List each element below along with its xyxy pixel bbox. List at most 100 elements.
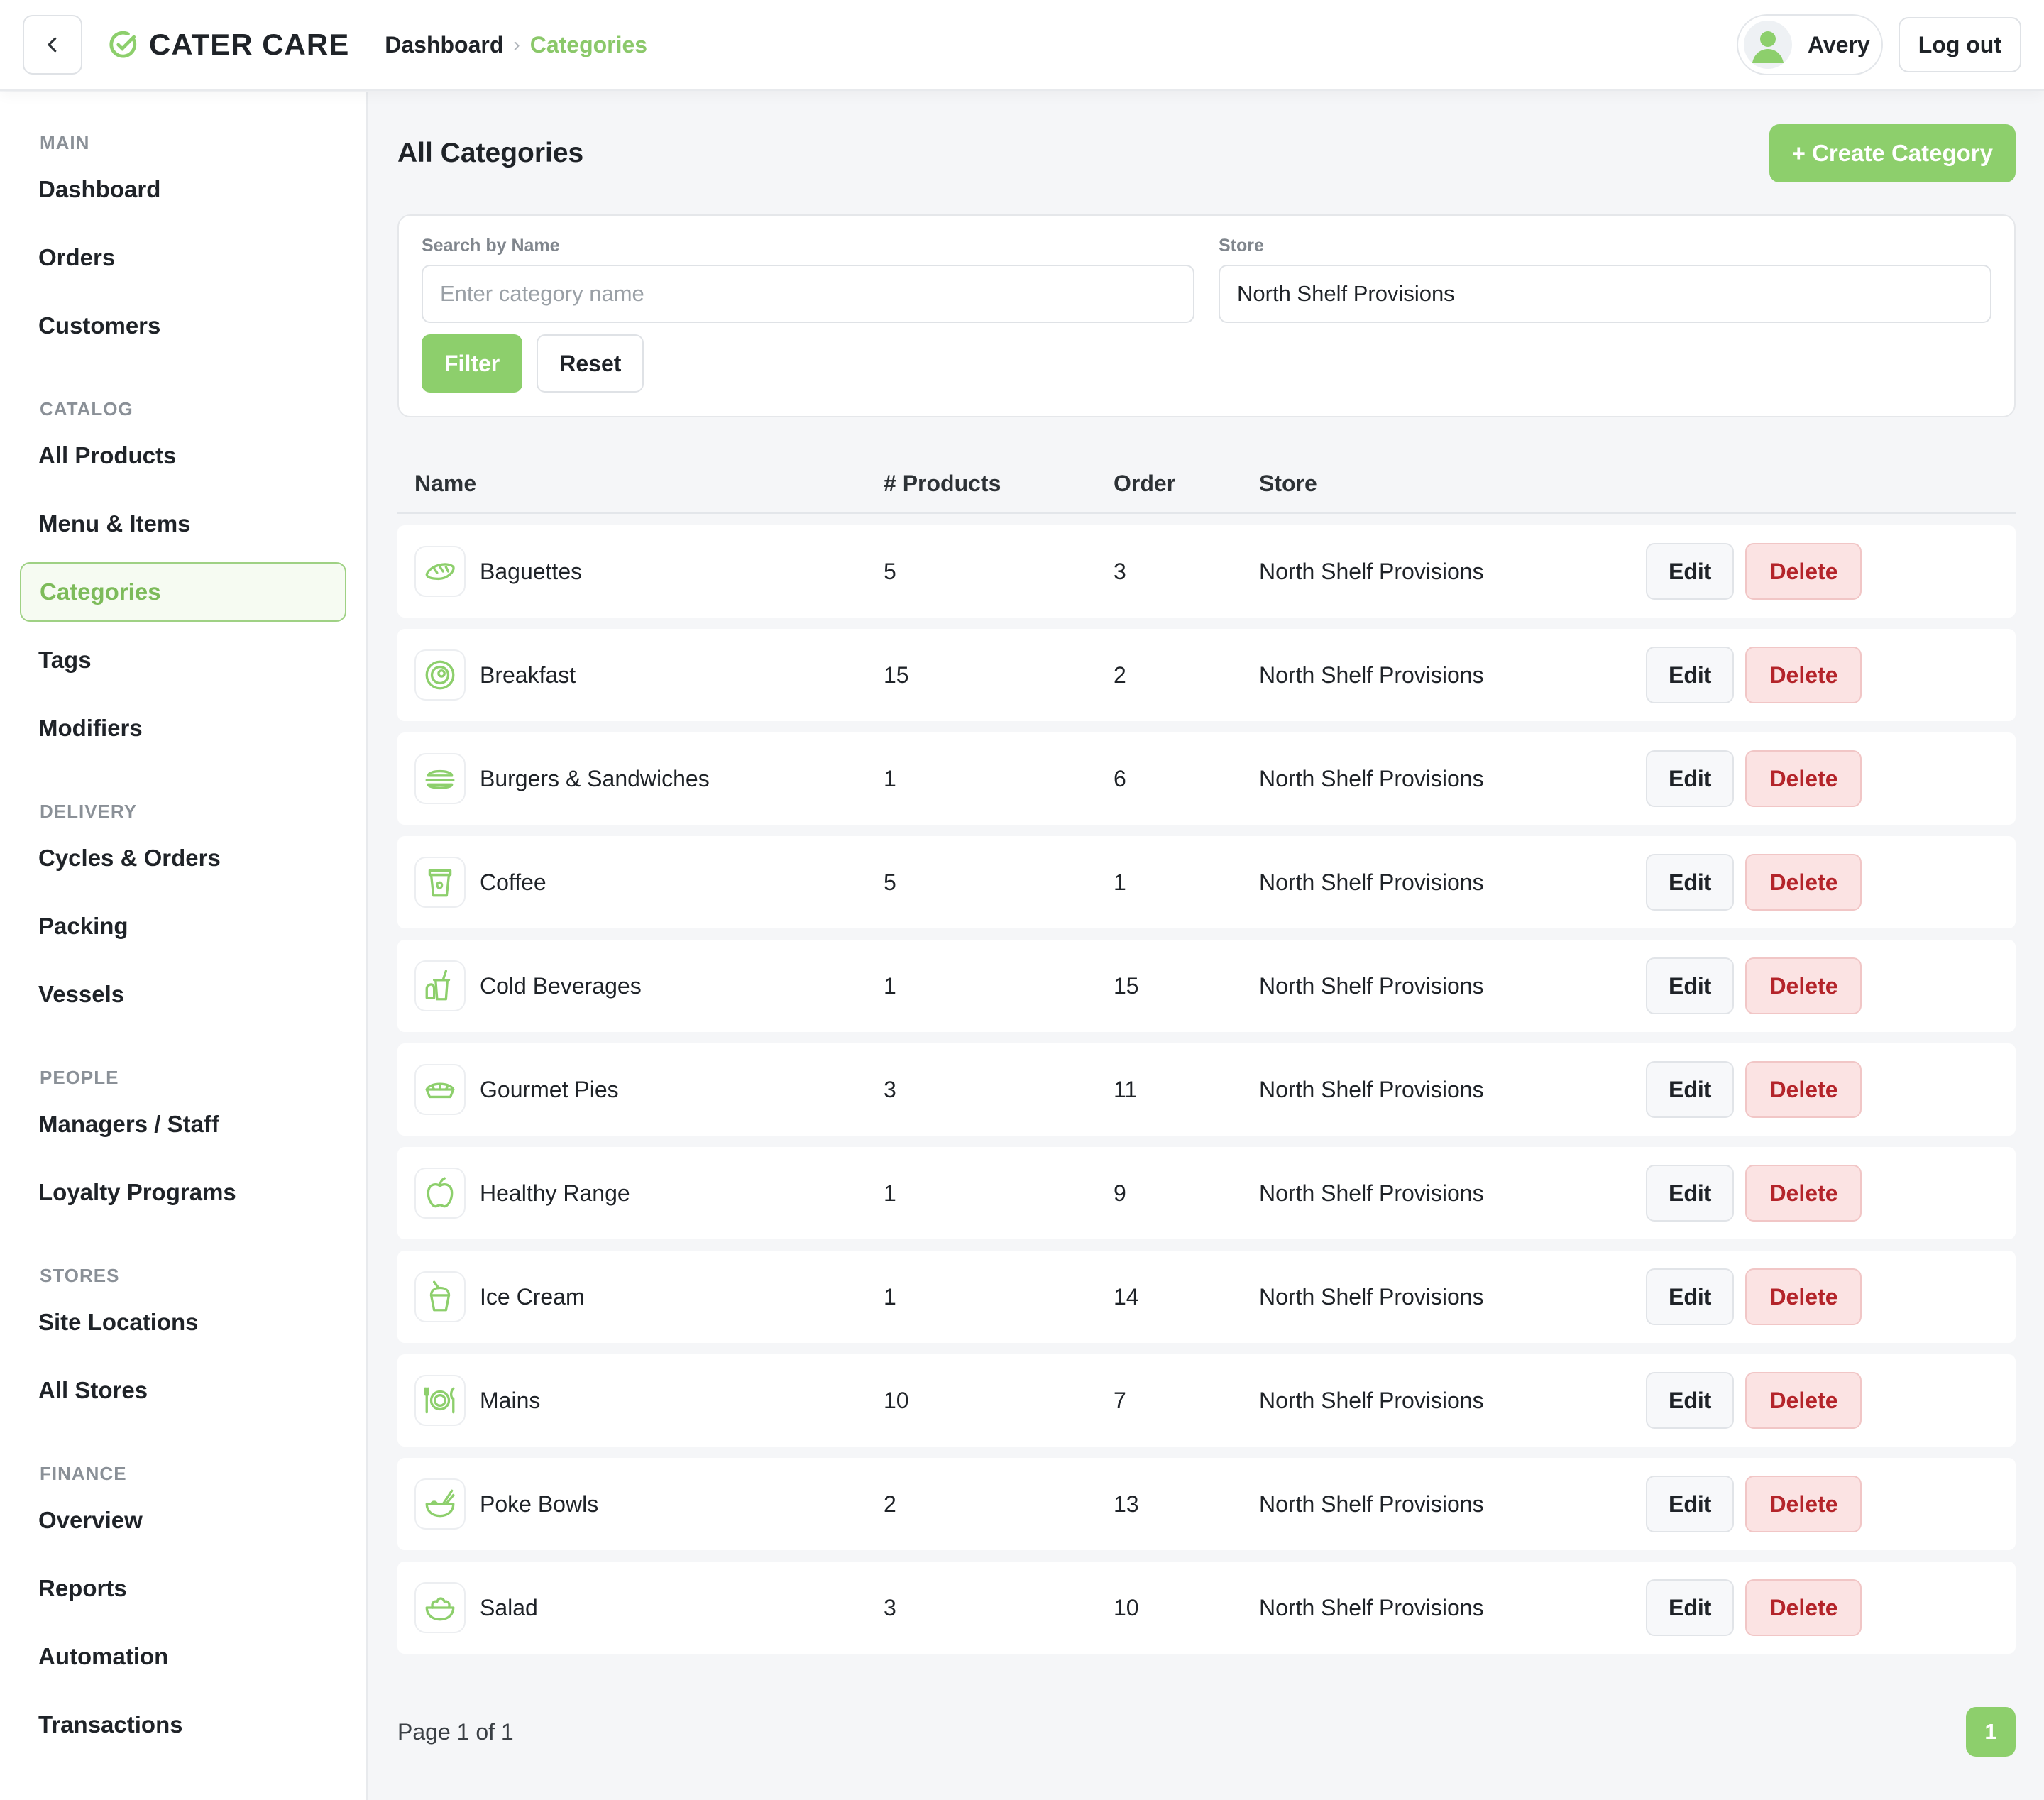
- page-title: All Categories: [397, 138, 584, 168]
- search-input[interactable]: [422, 265, 1194, 323]
- avatar: [1743, 21, 1792, 69]
- edit-button[interactable]: Edit: [1646, 1061, 1735, 1118]
- edit-button[interactable]: Edit: [1646, 647, 1735, 703]
- delete-button[interactable]: Delete: [1745, 1061, 1862, 1118]
- sidebar-item-tags[interactable]: Tags: [38, 647, 92, 673]
- edit-button[interactable]: Edit: [1646, 1268, 1735, 1325]
- sidebar-item-menu-items[interactable]: Menu & Items: [38, 510, 191, 537]
- sidebar-item-overview[interactable]: Overview: [38, 1507, 143, 1533]
- sidebar-item-categories[interactable]: Categories: [20, 562, 346, 622]
- cell-name: Mains: [397, 1375, 884, 1426]
- plate-cutlery-icon: [424, 1387, 455, 1414]
- pie-icon: [425, 1082, 455, 1099]
- delete-button[interactable]: Delete: [1745, 750, 1862, 807]
- edit-button[interactable]: Edit: [1646, 1372, 1735, 1429]
- store-field-group: Store North Shelf Provisions: [1219, 236, 1991, 323]
- sidebar-item-packing[interactable]: Packing: [38, 913, 128, 939]
- cell-name: Salad: [397, 1582, 884, 1633]
- cell-order: 9: [1114, 1180, 1126, 1206]
- baguette-icon: [425, 563, 455, 581]
- cell-order: 7: [1114, 1387, 1126, 1413]
- cell-store: North Shelf Provisions: [1259, 1387, 1484, 1413]
- sidebar-item-dashboard[interactable]: Dashboard: [38, 176, 161, 202]
- sidebar-section-finance: FINANCE: [40, 1463, 127, 1484]
- page-1-button[interactable]: 1: [1966, 1707, 2016, 1757]
- sidebar-item-site-locations[interactable]: Site Locations: [38, 1309, 199, 1335]
- sidebar-item-loyalty-programs[interactable]: Loyalty Programs: [38, 1179, 236, 1205]
- cell-products: 1: [884, 1283, 896, 1310]
- back-button[interactable]: [23, 15, 82, 75]
- cell-products: 2: [884, 1491, 896, 1517]
- cell-store: North Shelf Provisions: [1259, 1283, 1484, 1310]
- edit-button[interactable]: Edit: [1646, 1476, 1735, 1532]
- sidebar-section-stores: STORES: [40, 1265, 120, 1286]
- cell-actions: Edit Delete: [1646, 1476, 1862, 1532]
- delete-button[interactable]: Delete: [1745, 543, 1862, 600]
- sidebar-item-cycles-orders[interactable]: Cycles & Orders: [38, 845, 221, 871]
- category-name: Healthy Range: [480, 1180, 630, 1206]
- table-row: Poke Bowls 2 13 North Shelf Provisions E…: [397, 1458, 2016, 1550]
- delete-button[interactable]: Delete: [1745, 854, 1862, 911]
- sidebar-item-reports[interactable]: Reports: [38, 1575, 127, 1601]
- cell-products: 1: [884, 1180, 896, 1206]
- delete-button[interactable]: Delete: [1745, 1476, 1862, 1532]
- cell-store: North Shelf Provisions: [1259, 1180, 1484, 1206]
- edit-button[interactable]: Edit: [1646, 1165, 1735, 1222]
- column-header-products[interactable]: # Products: [884, 470, 1001, 496]
- delete-button[interactable]: Delete: [1745, 1268, 1862, 1325]
- cell-products: 5: [884, 558, 896, 584]
- coffee-cup-icon: [428, 869, 452, 897]
- delete-button[interactable]: Delete: [1745, 957, 1862, 1014]
- sidebar-item-modifiers[interactable]: Modifiers: [38, 715, 143, 741]
- sidebar-item-customers[interactable]: Customers: [38, 312, 161, 339]
- reset-button[interactable]: Reset: [537, 334, 644, 393]
- edit-button[interactable]: Edit: [1646, 750, 1735, 807]
- sidebar-item-managers-staff[interactable]: Managers / Staff: [38, 1111, 219, 1137]
- delete-button[interactable]: Delete: [1745, 1579, 1862, 1636]
- edit-button[interactable]: Edit: [1646, 543, 1735, 600]
- column-header-order[interactable]: Order: [1114, 470, 1176, 496]
- user-menu[interactable]: Avery: [1736, 14, 1883, 75]
- delete-button[interactable]: Delete: [1745, 1372, 1862, 1429]
- cell-order: 13: [1114, 1491, 1139, 1517]
- sidebar-item-vessels[interactable]: Vessels: [38, 981, 125, 1007]
- column-header-store[interactable]: Store: [1259, 470, 1317, 496]
- sidebar-item-all-stores[interactable]: All Stores: [38, 1377, 148, 1403]
- store-select[interactable]: North Shelf Provisions: [1219, 265, 1991, 323]
- page-info: Page 1 of 1: [397, 1718, 514, 1745]
- sidebar-item-automation[interactable]: Automation: [38, 1643, 169, 1669]
- breakfast-plate-icon: [425, 660, 455, 690]
- edit-button[interactable]: Edit: [1646, 957, 1735, 1014]
- logout-button[interactable]: Log out: [1898, 17, 2021, 72]
- edit-button[interactable]: Edit: [1646, 854, 1735, 911]
- edit-button[interactable]: Edit: [1646, 1579, 1735, 1636]
- delete-button[interactable]: Delete: [1745, 1165, 1862, 1222]
- cell-store: North Shelf Provisions: [1259, 1076, 1484, 1102]
- filter-panel: Search by Name Store North Shelf Provisi…: [397, 214, 2016, 417]
- create-category-button[interactable]: + Create Category: [1769, 124, 2016, 182]
- category-name: Baguettes: [480, 558, 583, 584]
- sidebar-item-orders[interactable]: Orders: [38, 244, 116, 270]
- sidebar-section-people: PEOPLE: [40, 1067, 119, 1088]
- ice-cream-icon: [429, 1280, 451, 1312]
- cell-actions: Edit Delete: [1646, 750, 1862, 807]
- cell-name: Breakfast: [397, 649, 884, 701]
- cold-drink-icon: [425, 970, 451, 1001]
- delete-button[interactable]: Delete: [1745, 647, 1862, 703]
- pagination: Page 1 of 1 1: [397, 1703, 2016, 1760]
- filter-button[interactable]: Filter: [422, 334, 523, 393]
- cell-order: 14: [1114, 1283, 1139, 1310]
- category-thumbnail: [414, 546, 466, 597]
- cell-store: North Shelf Provisions: [1259, 662, 1484, 688]
- sidebar-item-all-products[interactable]: All Products: [38, 442, 177, 468]
- cell-store: North Shelf Provisions: [1259, 765, 1484, 791]
- table-header: Name # Products Order Store: [397, 454, 2016, 514]
- cell-actions: Edit Delete: [1646, 543, 1862, 600]
- brand-logo[interactable]: CATER CARE: [108, 28, 349, 62]
- table-row: Burgers & Sandwiches 1 6 North Shelf Pro…: [397, 732, 2016, 825]
- store-label: Store: [1219, 236, 1264, 256]
- breadcrumb-dashboard-link[interactable]: Dashboard: [385, 31, 504, 57]
- cell-products: 3: [884, 1076, 896, 1102]
- column-header-name[interactable]: Name: [414, 470, 477, 496]
- sidebar-item-transactions[interactable]: Transactions: [38, 1711, 183, 1738]
